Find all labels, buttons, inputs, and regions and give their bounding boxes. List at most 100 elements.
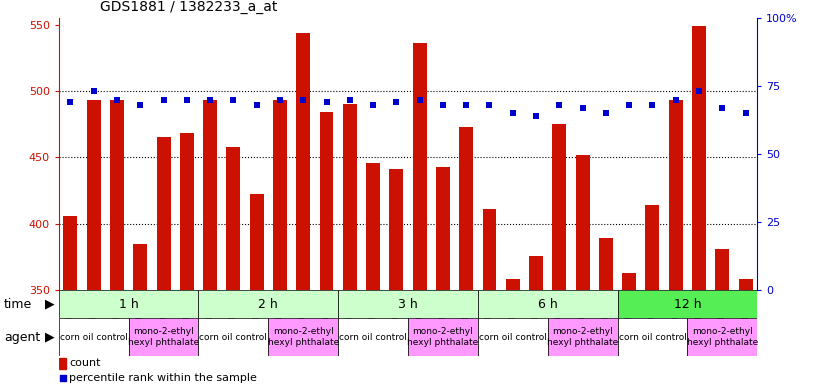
Point — [646, 102, 659, 108]
Bar — [478, 318, 548, 356]
Bar — [618, 318, 687, 356]
Text: 6 h: 6 h — [538, 298, 557, 311]
Bar — [198, 318, 268, 356]
Text: corn oil control: corn oil control — [619, 333, 686, 341]
Point — [739, 110, 752, 116]
Bar — [645, 205, 659, 290]
Point — [87, 88, 100, 94]
Bar — [738, 280, 752, 290]
Bar — [59, 18, 757, 290]
Text: corn oil control: corn oil control — [199, 333, 268, 341]
Text: corn oil control: corn oil control — [339, 333, 407, 341]
Text: count: count — [69, 358, 100, 368]
Point — [483, 102, 496, 108]
Text: percentile rank within the sample: percentile rank within the sample — [69, 373, 257, 383]
Bar — [623, 273, 636, 290]
Point — [506, 110, 519, 116]
Text: mono-2-ethyl
hexyl phthalate: mono-2-ethyl hexyl phthalate — [407, 327, 478, 347]
Bar — [59, 318, 129, 356]
Bar — [366, 163, 380, 290]
Bar — [64, 216, 78, 290]
Point — [600, 110, 613, 116]
Point — [344, 96, 357, 103]
Bar — [296, 33, 310, 290]
Text: time: time — [4, 298, 33, 311]
Point — [157, 96, 170, 103]
Point — [273, 96, 286, 103]
Bar — [482, 209, 496, 290]
Point — [227, 96, 240, 103]
Text: ▶: ▶ — [45, 298, 55, 311]
Bar — [320, 112, 334, 290]
Text: 1 h: 1 h — [118, 298, 139, 311]
Bar — [180, 133, 193, 290]
Point — [530, 113, 543, 119]
Point — [110, 96, 123, 103]
Text: mono-2-ethyl
hexyl phthalate: mono-2-ethyl hexyl phthalate — [128, 327, 199, 347]
Bar — [157, 137, 171, 290]
Point — [251, 102, 264, 108]
Bar — [687, 318, 757, 356]
Text: mono-2-ethyl
hexyl phthalate: mono-2-ethyl hexyl phthalate — [687, 327, 758, 347]
Bar — [338, 290, 478, 318]
Point — [56, 375, 69, 381]
Bar — [413, 43, 427, 290]
Text: agent: agent — [4, 331, 40, 344]
Text: 2 h: 2 h — [259, 298, 278, 311]
Bar — [86, 100, 100, 290]
Bar — [552, 124, 566, 290]
Bar — [226, 147, 241, 290]
Point — [669, 96, 682, 103]
Bar — [203, 100, 217, 290]
Point — [64, 99, 77, 105]
Text: ▶: ▶ — [45, 331, 55, 344]
Bar — [408, 318, 478, 356]
Bar — [692, 26, 706, 290]
Bar — [478, 290, 618, 318]
Point — [459, 102, 472, 108]
Bar — [389, 169, 403, 290]
Text: 12 h: 12 h — [673, 298, 701, 311]
Bar — [599, 238, 613, 290]
Bar — [506, 280, 520, 290]
Bar — [133, 243, 147, 290]
Point — [390, 99, 403, 105]
Point — [437, 102, 450, 108]
Bar — [59, 358, 66, 369]
Bar — [459, 127, 473, 290]
Bar — [669, 100, 683, 290]
Bar — [343, 104, 357, 290]
Bar — [273, 100, 287, 290]
Bar — [268, 318, 338, 356]
Point — [413, 96, 426, 103]
Bar — [548, 318, 618, 356]
Point — [623, 102, 636, 108]
Bar — [129, 318, 198, 356]
Bar — [338, 318, 408, 356]
Bar — [575, 155, 590, 290]
Point — [366, 102, 379, 108]
Bar — [59, 290, 757, 384]
Point — [576, 105, 589, 111]
Bar — [59, 290, 198, 318]
Text: 3 h: 3 h — [398, 298, 418, 311]
Point — [180, 96, 193, 103]
Point — [320, 99, 333, 105]
Bar — [250, 194, 264, 290]
Bar — [529, 255, 543, 290]
Text: mono-2-ethyl
hexyl phthalate: mono-2-ethyl hexyl phthalate — [547, 327, 619, 347]
Point — [552, 102, 565, 108]
Text: mono-2-ethyl
hexyl phthalate: mono-2-ethyl hexyl phthalate — [268, 327, 339, 347]
Bar — [436, 167, 450, 290]
Text: GDS1881 / 1382233_a_at: GDS1881 / 1382233_a_at — [100, 0, 277, 14]
Point — [716, 105, 729, 111]
Bar — [198, 290, 338, 318]
Bar — [618, 290, 757, 318]
Point — [203, 96, 216, 103]
Bar — [716, 249, 730, 290]
Text: corn oil control: corn oil control — [479, 333, 547, 341]
Point — [297, 96, 310, 103]
Text: corn oil control: corn oil control — [60, 333, 127, 341]
Point — [134, 102, 147, 108]
Point — [693, 88, 706, 94]
